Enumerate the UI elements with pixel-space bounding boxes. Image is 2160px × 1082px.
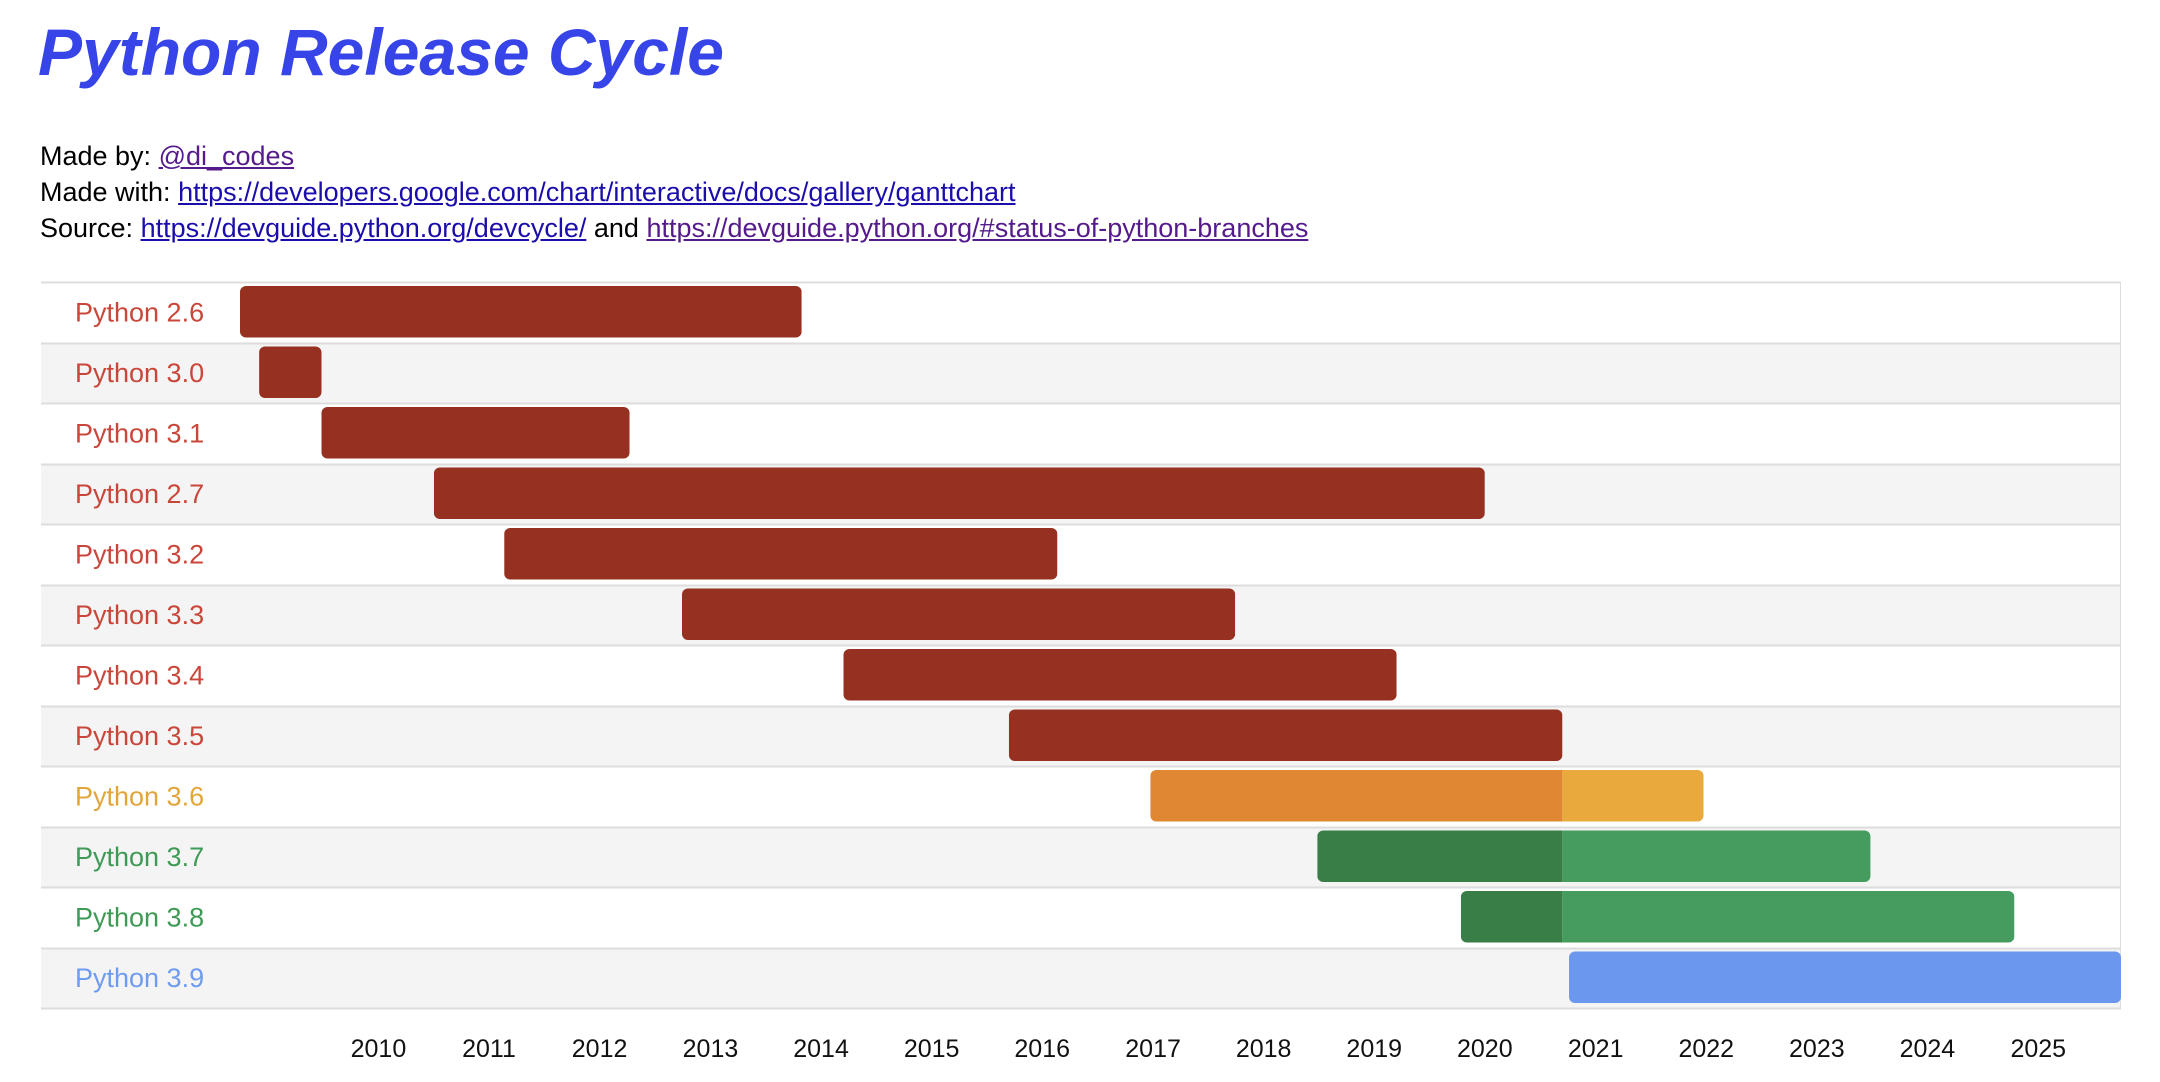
row-label: Python 3.0 — [75, 358, 204, 388]
row-background — [41, 524, 2121, 585]
source-label: Source: — [40, 213, 134, 243]
gantt-bar[interactable] — [433, 467, 1485, 520]
gantt-bar-segment — [843, 649, 1397, 701]
gantt-bar-segment — [433, 467, 1485, 519]
x-tick-label: 2020 — [1457, 1035, 1513, 1063]
made-with-line: Made with: https://developers.google.com… — [40, 174, 1308, 210]
row-label: Python 3.2 — [75, 539, 204, 569]
gantt-bar-segment — [1562, 770, 1704, 822]
meta-info: Made by: @di_codes Made with: https://de… — [40, 138, 1308, 246]
devcycle-link[interactable]: https://devguide.python.org/devcycle/ — [140, 213, 587, 243]
x-tick-label: 2013 — [683, 1035, 739, 1063]
row-label: Python 3.4 — [75, 660, 204, 690]
row-background — [41, 766, 2121, 827]
made-by-line: Made by: @di_codes — [40, 138, 1308, 174]
x-tick-label: 2010 — [351, 1035, 407, 1063]
x-tick-label: 2019 — [1346, 1035, 1402, 1063]
gantt-bar[interactable] — [1150, 770, 1704, 822]
gantt-bar-segment — [259, 346, 322, 398]
gantt-bar[interactable] — [682, 588, 1236, 641]
row-label: Python 3.6 — [75, 781, 204, 811]
source-line: Source: https://devguide.python.org/devc… — [40, 210, 1308, 246]
x-tick-label: 2017 — [1125, 1035, 1181, 1063]
x-tick-label: 2012 — [572, 1035, 628, 1063]
gantt-bar-segment — [321, 407, 630, 459]
author-link[interactable]: @di_codes — [158, 141, 295, 171]
row-label: Python 3.8 — [75, 902, 204, 932]
x-tick-label: 2015 — [904, 1035, 960, 1063]
gantt-bar-segment — [1317, 830, 1563, 882]
row-label: Python 2.7 — [75, 479, 204, 509]
gantt-bar-segment — [1569, 951, 2121, 1003]
source-and-text: and — [593, 213, 639, 243]
gantt-docs-link[interactable]: https://developers.google.com/chart/inte… — [178, 177, 1016, 207]
gantt-bar[interactable] — [259, 346, 322, 399]
x-tick-label: 2024 — [1900, 1035, 1956, 1063]
gantt-bar-segment — [240, 286, 802, 338]
made-with-label: Made with: — [40, 177, 171, 207]
gantt-bar-segment — [1562, 891, 2015, 943]
gantt-bar-segment — [1562, 830, 1871, 882]
x-tick-label: 2023 — [1789, 1035, 1845, 1063]
gantt-bar-segment — [504, 528, 1058, 580]
gantt-bar[interactable] — [1008, 709, 1563, 762]
page-title: Python Release Cycle — [38, 15, 724, 89]
gantt-bar[interactable] — [321, 407, 630, 459]
branch-status-link[interactable]: https://devguide.python.org/#status-of-p… — [646, 213, 1309, 243]
x-tick-label: 2014 — [793, 1035, 849, 1063]
x-tick-label: 2018 — [1236, 1035, 1292, 1063]
gantt-bar-segment — [1008, 709, 1563, 761]
row-label: Python 2.6 — [75, 297, 204, 327]
made-by-label: Made by: — [40, 141, 152, 171]
row-label: Python 3.3 — [75, 600, 204, 630]
gantt-bar[interactable] — [240, 286, 802, 338]
gantt-bar[interactable] — [1460, 891, 2015, 943]
x-tick-label: 2021 — [1568, 1035, 1624, 1063]
row-label: Python 3.7 — [75, 842, 204, 872]
x-tick-label: 2025 — [2010, 1035, 2066, 1063]
row-background — [41, 342, 2121, 403]
x-tick-label: 2011 — [462, 1035, 516, 1063]
row-label: Python 3.1 — [75, 418, 204, 448]
gantt-bar[interactable] — [504, 528, 1058, 580]
x-tick-label: 2022 — [1678, 1035, 1734, 1063]
row-label: Python 3.9 — [75, 963, 204, 993]
gantt-bar[interactable] — [1317, 830, 1871, 883]
gantt-bar-segment — [682, 588, 1236, 640]
gantt-bar[interactable] — [1569, 951, 2121, 1004]
x-tick-label: 2016 — [1014, 1035, 1070, 1063]
gantt-bar-segment — [1150, 770, 1563, 822]
gantt-bar-segment — [1460, 891, 1563, 943]
gantt-bar[interactable] — [843, 649, 1397, 701]
row-label: Python 3.5 — [75, 721, 204, 751]
